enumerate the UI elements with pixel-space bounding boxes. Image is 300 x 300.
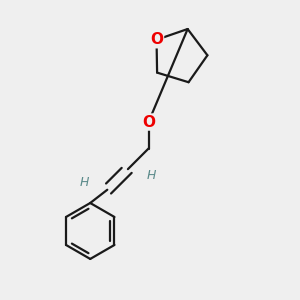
Text: H: H bbox=[80, 176, 89, 190]
Text: H: H bbox=[147, 169, 156, 182]
Text: O: O bbox=[150, 32, 163, 47]
Text: O: O bbox=[142, 115, 155, 130]
